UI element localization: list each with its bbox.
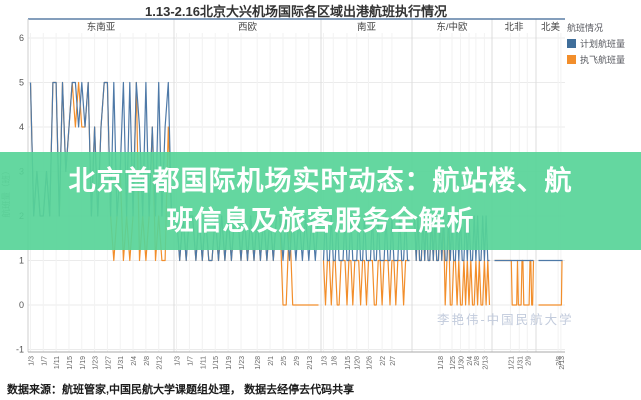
facet-label: 东南亚 xyxy=(87,21,116,33)
x-tick-label: 1/3 xyxy=(175,356,182,366)
y-tick-label: 5 xyxy=(19,78,24,88)
x-tick-label: 2/8 xyxy=(556,356,563,366)
x-tick-label: 2/7 xyxy=(390,356,397,366)
x-tick-label: 2/8 xyxy=(474,356,481,366)
x-tick-label: 2/13 xyxy=(559,356,566,370)
x-tick-label: 1/18 xyxy=(438,356,445,370)
x-tick-label: 1/15 xyxy=(345,356,352,370)
x-tick-label: 1/3 xyxy=(322,356,329,366)
x-tick-label: 2/8 xyxy=(144,356,151,366)
chart-legend: 航班情况 计划航班量 执飞航班量 xyxy=(567,21,639,69)
x-tick-label: 2/13 xyxy=(307,356,314,370)
legend-title: 航班情况 xyxy=(567,23,604,33)
executed-series-swatch xyxy=(567,55,576,64)
x-tick-label: 1/26 xyxy=(366,356,373,370)
x-tick-label: 1/30 xyxy=(459,356,466,370)
legend-item-label: 计划航班量 xyxy=(580,39,626,49)
x-tick-label: 1/7 xyxy=(187,356,194,366)
x-tick-label: 2/9 xyxy=(294,356,301,366)
x-tick-label: 1/3 xyxy=(29,356,36,366)
x-tick-label: 1/15 xyxy=(67,356,74,370)
x-tick-label: 1/8 xyxy=(331,356,338,366)
y-tick-label: 0 xyxy=(19,300,24,310)
x-tick-label: 2/4 xyxy=(131,356,138,366)
banner-line2: 班信息及旅客服务全解析 xyxy=(166,206,475,236)
facet-label: 东/中欧 xyxy=(436,21,468,33)
x-tick-label: 1/31 xyxy=(517,356,524,370)
legend-item-planned: 计划航班量 xyxy=(567,37,639,50)
y-tick-label: 4 xyxy=(19,122,24,132)
x-tick-label: 1/27 xyxy=(105,356,112,370)
x-tick-label: 1/31 xyxy=(118,356,125,370)
x-tick-label: 1/11 xyxy=(200,356,207,369)
x-tick-label: 1/21 xyxy=(508,356,515,370)
x-tick-label: 1/25 xyxy=(450,356,457,370)
facet-label: 北非 xyxy=(504,21,524,33)
x-tick-label: 1/19 xyxy=(226,356,233,370)
facet-label: 南亚 xyxy=(357,21,377,33)
facet-label: 西欧 xyxy=(238,21,258,33)
x-tick-label: 1/23 xyxy=(239,356,246,370)
source-note: 数据来源：航班管家,中国民航大学课题组处理， 数据去经停去代码共享 xyxy=(7,384,355,396)
promo-banner: 北京首都国际机场实时动态：航站楼、航 班信息及旅客服务全解析 xyxy=(0,152,641,250)
page-title: 1.13-2.16北京大兴机场国际各区域出港航班执行情况 xyxy=(145,4,447,19)
y-tick-label: -1 xyxy=(16,345,24,355)
x-tick-label: 2/13 xyxy=(482,356,489,370)
x-tick-label: 1/15 xyxy=(213,356,220,370)
y-tick-label: 6 xyxy=(19,33,24,43)
x-tick-label: 1/19 xyxy=(80,356,87,370)
x-tick-label: 1/7 xyxy=(41,356,48,366)
x-tick-label: 2/5 xyxy=(281,356,288,366)
planned-series-swatch xyxy=(567,39,576,48)
banner-line1: 北京首都国际机场实时动态：航站楼、航 xyxy=(68,166,573,196)
x-tick-label: 1/23 xyxy=(93,356,100,370)
x-tick-label: 1/20 xyxy=(355,356,362,370)
x-tick-label: 1/11 xyxy=(54,356,61,369)
legend-item-label: 执飞航班量 xyxy=(580,55,626,65)
x-tick-label: 2/1 xyxy=(268,356,275,366)
y-tick-label: 1 xyxy=(19,256,24,266)
x-tick-label: 2/9 xyxy=(525,356,532,366)
x-tick-label: 1/28 xyxy=(255,356,262,370)
watermark: 李艳伟-中国民航大学 xyxy=(437,313,574,327)
x-tick-label: 2/4 xyxy=(467,356,474,366)
x-tick-label: 2/2 xyxy=(380,356,387,366)
executed-series-line xyxy=(538,259,563,306)
legend-item-executed: 执飞航班量 xyxy=(567,53,639,66)
x-tick-label: 2/12 xyxy=(157,356,164,370)
executed-series-line xyxy=(322,259,410,306)
facet-label: 北美 xyxy=(541,21,561,33)
